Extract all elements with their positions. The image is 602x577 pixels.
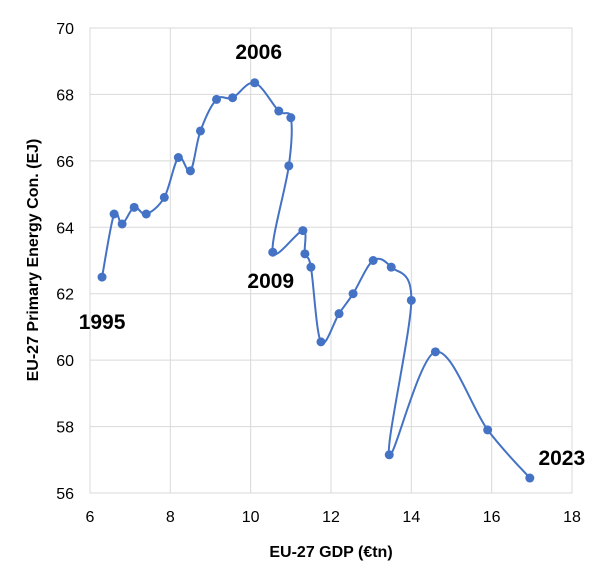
data-point bbox=[250, 78, 260, 88]
annotation-2009: 2009 bbox=[247, 270, 294, 293]
x-axis-title: EU-27 GDP (€tn) bbox=[269, 544, 392, 561]
annotation-2006: 2006 bbox=[235, 41, 282, 64]
y-axis-title: EU-27 Primary Energy Con. (EJ) bbox=[25, 139, 42, 382]
y-tick-label: 64 bbox=[56, 220, 74, 237]
x-tick-label: 8 bbox=[166, 509, 175, 526]
data-point bbox=[384, 450, 394, 460]
data-point bbox=[129, 202, 139, 212]
data-point bbox=[306, 262, 316, 272]
data-point bbox=[286, 113, 296, 123]
data-point bbox=[274, 106, 284, 116]
data-point bbox=[298, 226, 308, 236]
annotations: 1995 2006 2009 2023 bbox=[79, 41, 585, 470]
data-point bbox=[316, 337, 326, 347]
y-tick-label: 56 bbox=[56, 486, 74, 503]
y-tick-label: 62 bbox=[56, 287, 74, 304]
data-point bbox=[284, 161, 294, 171]
data-point bbox=[525, 473, 535, 483]
data-point bbox=[212, 94, 222, 104]
annotation-1995: 1995 bbox=[79, 311, 126, 334]
data-point bbox=[228, 93, 238, 103]
y-tick-label: 70 bbox=[56, 21, 74, 38]
data-point bbox=[109, 209, 119, 219]
x-tick-label: 18 bbox=[563, 509, 581, 526]
data-point bbox=[368, 256, 378, 265]
y-tick-label: 66 bbox=[56, 154, 74, 171]
data-point bbox=[173, 153, 183, 163]
data-point bbox=[268, 247, 278, 257]
plot-area bbox=[89, 27, 573, 494]
data-point bbox=[195, 126, 205, 136]
data-point bbox=[185, 166, 195, 176]
data-point bbox=[386, 262, 396, 272]
data-point bbox=[334, 309, 344, 319]
data-point bbox=[117, 219, 127, 229]
y-tick-label: 68 bbox=[56, 87, 74, 104]
y-tick-label: 60 bbox=[56, 353, 74, 370]
data-point bbox=[159, 192, 169, 202]
x-tick-label: 10 bbox=[242, 509, 260, 526]
x-tick-label: 16 bbox=[483, 509, 501, 526]
data-point bbox=[348, 289, 358, 299]
data-point bbox=[97, 272, 107, 282]
y-tick-label: 58 bbox=[56, 420, 74, 437]
plot-border bbox=[89, 27, 573, 494]
data-point bbox=[300, 249, 310, 259]
data-point bbox=[430, 347, 440, 357]
x-tick-label: 6 bbox=[86, 509, 95, 526]
data-point bbox=[483, 425, 493, 435]
annotation-2023: 2023 bbox=[538, 447, 585, 470]
data-point bbox=[406, 295, 416, 305]
x-tick-label: 12 bbox=[322, 509, 340, 526]
data-point bbox=[141, 209, 151, 219]
data-series bbox=[97, 78, 535, 483]
x-tick-label: 14 bbox=[402, 509, 420, 526]
